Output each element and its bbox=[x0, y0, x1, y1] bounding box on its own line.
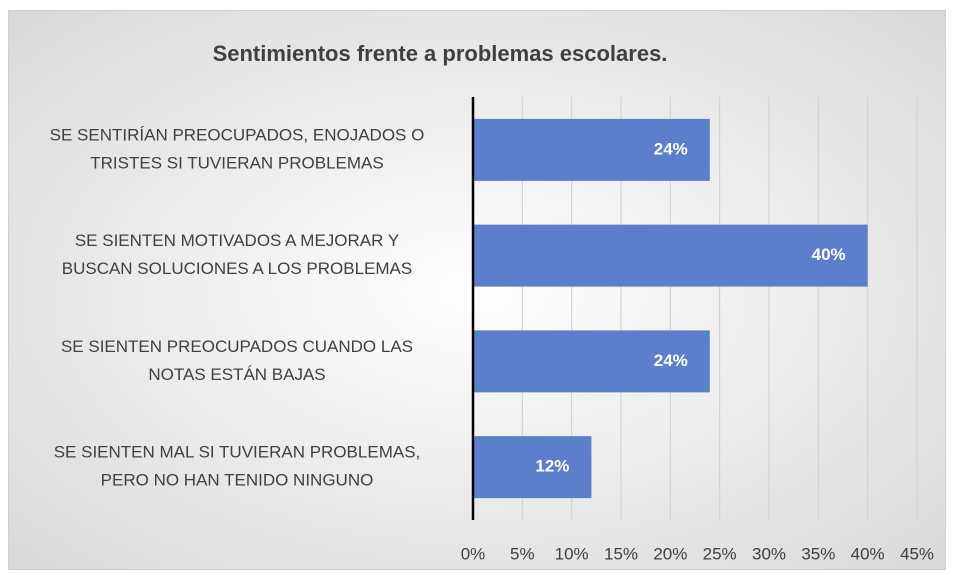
x-tick-label: 30% bbox=[752, 544, 786, 563]
y-tick-label: SE SENTIRÍAN PREOCUPADOS, ENOJADOS O bbox=[50, 125, 425, 144]
chart-title: Sentimientos frente a problemas escolare… bbox=[213, 41, 668, 66]
data-label: 12% bbox=[535, 457, 569, 476]
y-tick-label: PERO NO HAN TENIDO NINGUNO bbox=[101, 471, 374, 490]
y-tick-label: SE SIENTEN MOTIVADOS A MEJORAR Y bbox=[75, 231, 399, 250]
bar bbox=[473, 118, 710, 181]
x-tick-label: 25% bbox=[703, 544, 737, 563]
x-tick-label: 20% bbox=[653, 544, 687, 563]
bar bbox=[473, 436, 592, 499]
x-tick-label: 35% bbox=[801, 544, 835, 563]
x-tick-label: 0% bbox=[461, 544, 486, 563]
y-tick-label: NOTAS ESTÁN BAJAS bbox=[148, 365, 325, 384]
x-tick-label: 40% bbox=[851, 544, 885, 563]
y-tick-label: TRISTES SI TUVIERAN PROBLEMAS bbox=[90, 153, 383, 172]
data-label: 24% bbox=[654, 351, 688, 370]
data-label: 24% bbox=[654, 139, 688, 158]
data-label: 40% bbox=[812, 245, 846, 264]
y-tick-label: BUSCAN SOLUCIONES A LOS PROBLEMAS bbox=[62, 259, 413, 278]
y-tick-label: SE SIENTEN PREOCUPADOS CUANDO LAS bbox=[61, 337, 413, 356]
x-tick-label: 10% bbox=[555, 544, 589, 563]
bar bbox=[473, 224, 868, 287]
x-tick-label: 5% bbox=[510, 544, 535, 563]
y-tick-label: SE SIENTEN MAL SI TUVIERAN PROBLEMAS, bbox=[54, 443, 421, 462]
x-tick-label: 15% bbox=[604, 544, 638, 563]
x-tick-label: 45% bbox=[900, 544, 934, 563]
bar bbox=[473, 330, 710, 393]
